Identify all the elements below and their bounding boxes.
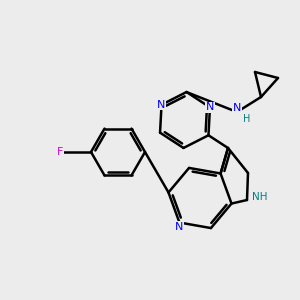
Text: N: N <box>175 222 183 232</box>
Text: N: N <box>157 100 166 110</box>
Text: F: F <box>57 147 63 157</box>
Text: NH: NH <box>252 192 267 202</box>
Text: N: N <box>206 102 214 112</box>
Text: H: H <box>243 114 250 124</box>
Text: N: N <box>233 103 241 113</box>
